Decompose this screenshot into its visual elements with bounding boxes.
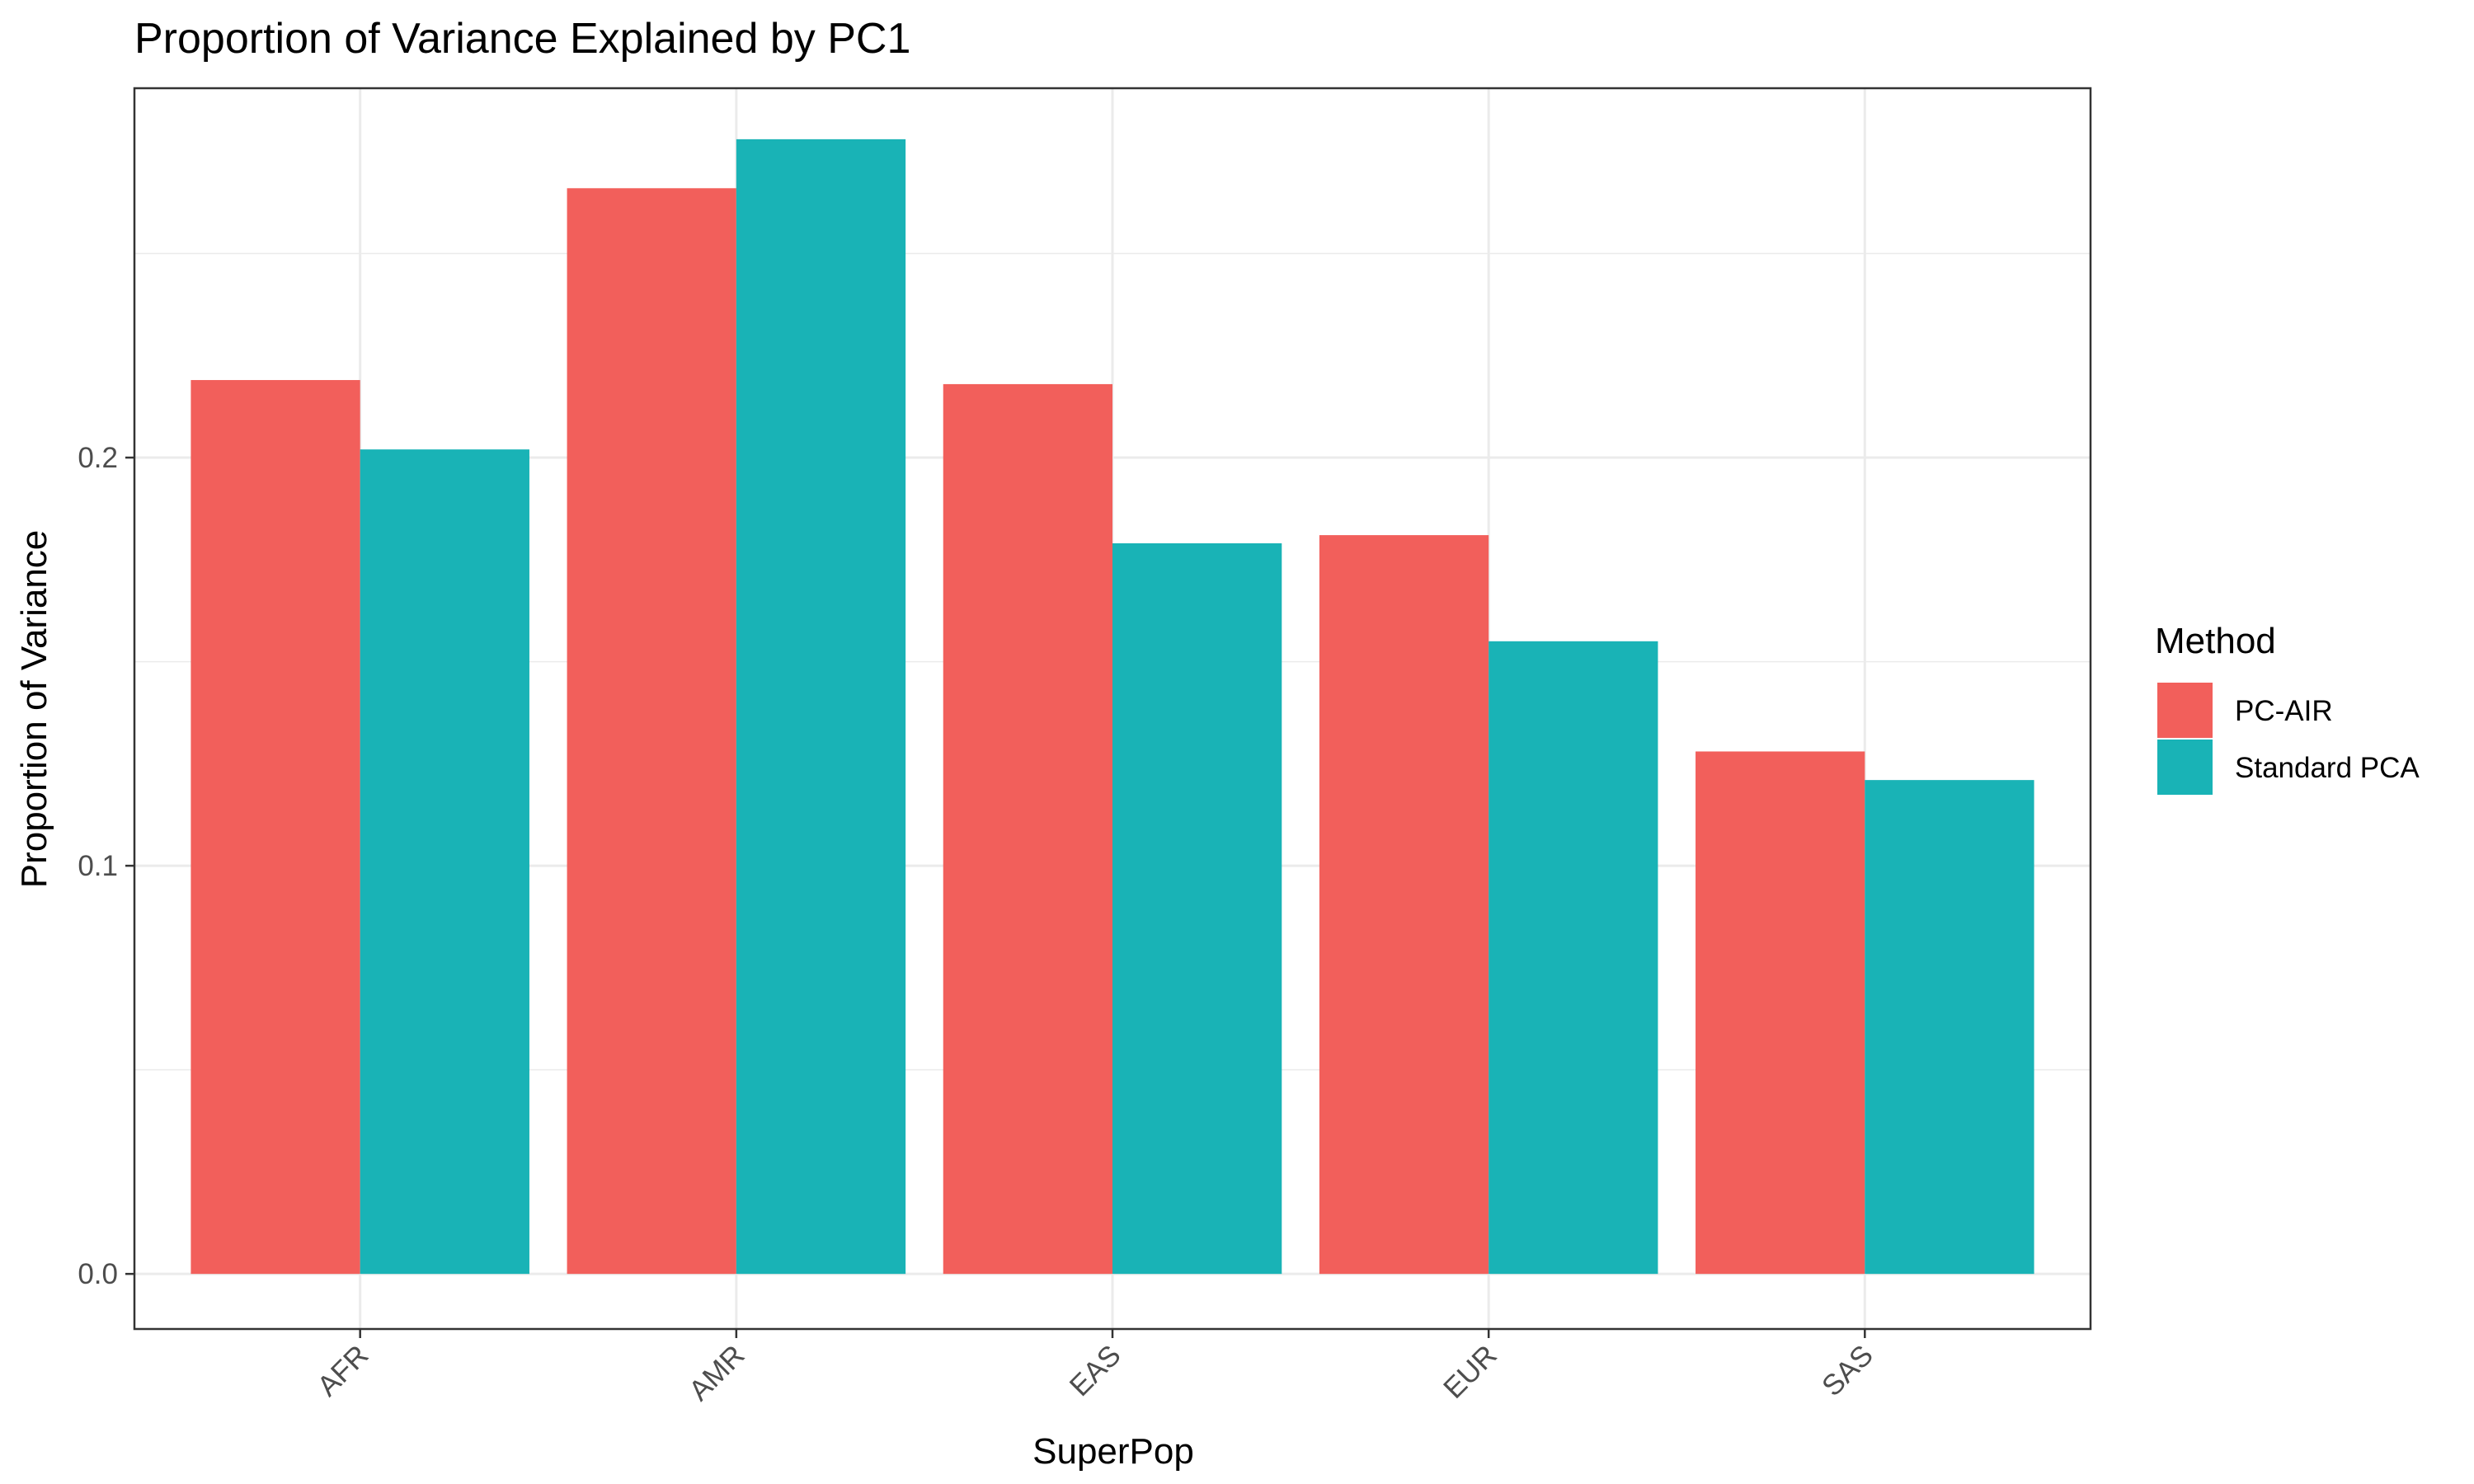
legend-key-standard-pca bbox=[2157, 740, 2213, 795]
y-tick-label: 0.1 bbox=[78, 850, 118, 882]
bar-standard-pca-afr bbox=[360, 449, 529, 1275]
y-axis: 0.0 0.1 0.2 bbox=[78, 442, 134, 1290]
legend-key-pc-air bbox=[2157, 683, 2213, 738]
bar-pc-air-sas bbox=[1696, 751, 1865, 1275]
y-tick-label: 0.0 bbox=[78, 1258, 118, 1290]
bar-standard-pca-sas bbox=[1865, 780, 2034, 1275]
bars-group bbox=[190, 139, 2034, 1275]
bar-pc-air-eur bbox=[1319, 535, 1489, 1275]
bar-standard-pca-eur bbox=[1489, 641, 1658, 1275]
chart-title: Proportion of Variance Explained by PC1 bbox=[134, 15, 910, 63]
legend-title: Method bbox=[2155, 621, 2276, 661]
plot-panel bbox=[133, 87, 2092, 1331]
legend: Method PC-AIR Standard PCA bbox=[2155, 621, 2420, 795]
bar-pc-air-eas bbox=[943, 383, 1112, 1275]
bar-pc-air-afr bbox=[190, 379, 360, 1275]
legend-label: PC-AIR bbox=[2235, 695, 2333, 727]
x-axis-title: SuperPop bbox=[1032, 1431, 1194, 1472]
bar-pc-air-amr bbox=[567, 188, 736, 1275]
bar-standard-pca-eas bbox=[1112, 542, 1282, 1275]
bar-standard-pca-amr bbox=[736, 139, 906, 1275]
y-tick-label: 0.2 bbox=[78, 442, 118, 474]
y-axis-title: Proportion of Variance bbox=[14, 530, 54, 889]
legend-label: Standard PCA bbox=[2235, 752, 2420, 784]
